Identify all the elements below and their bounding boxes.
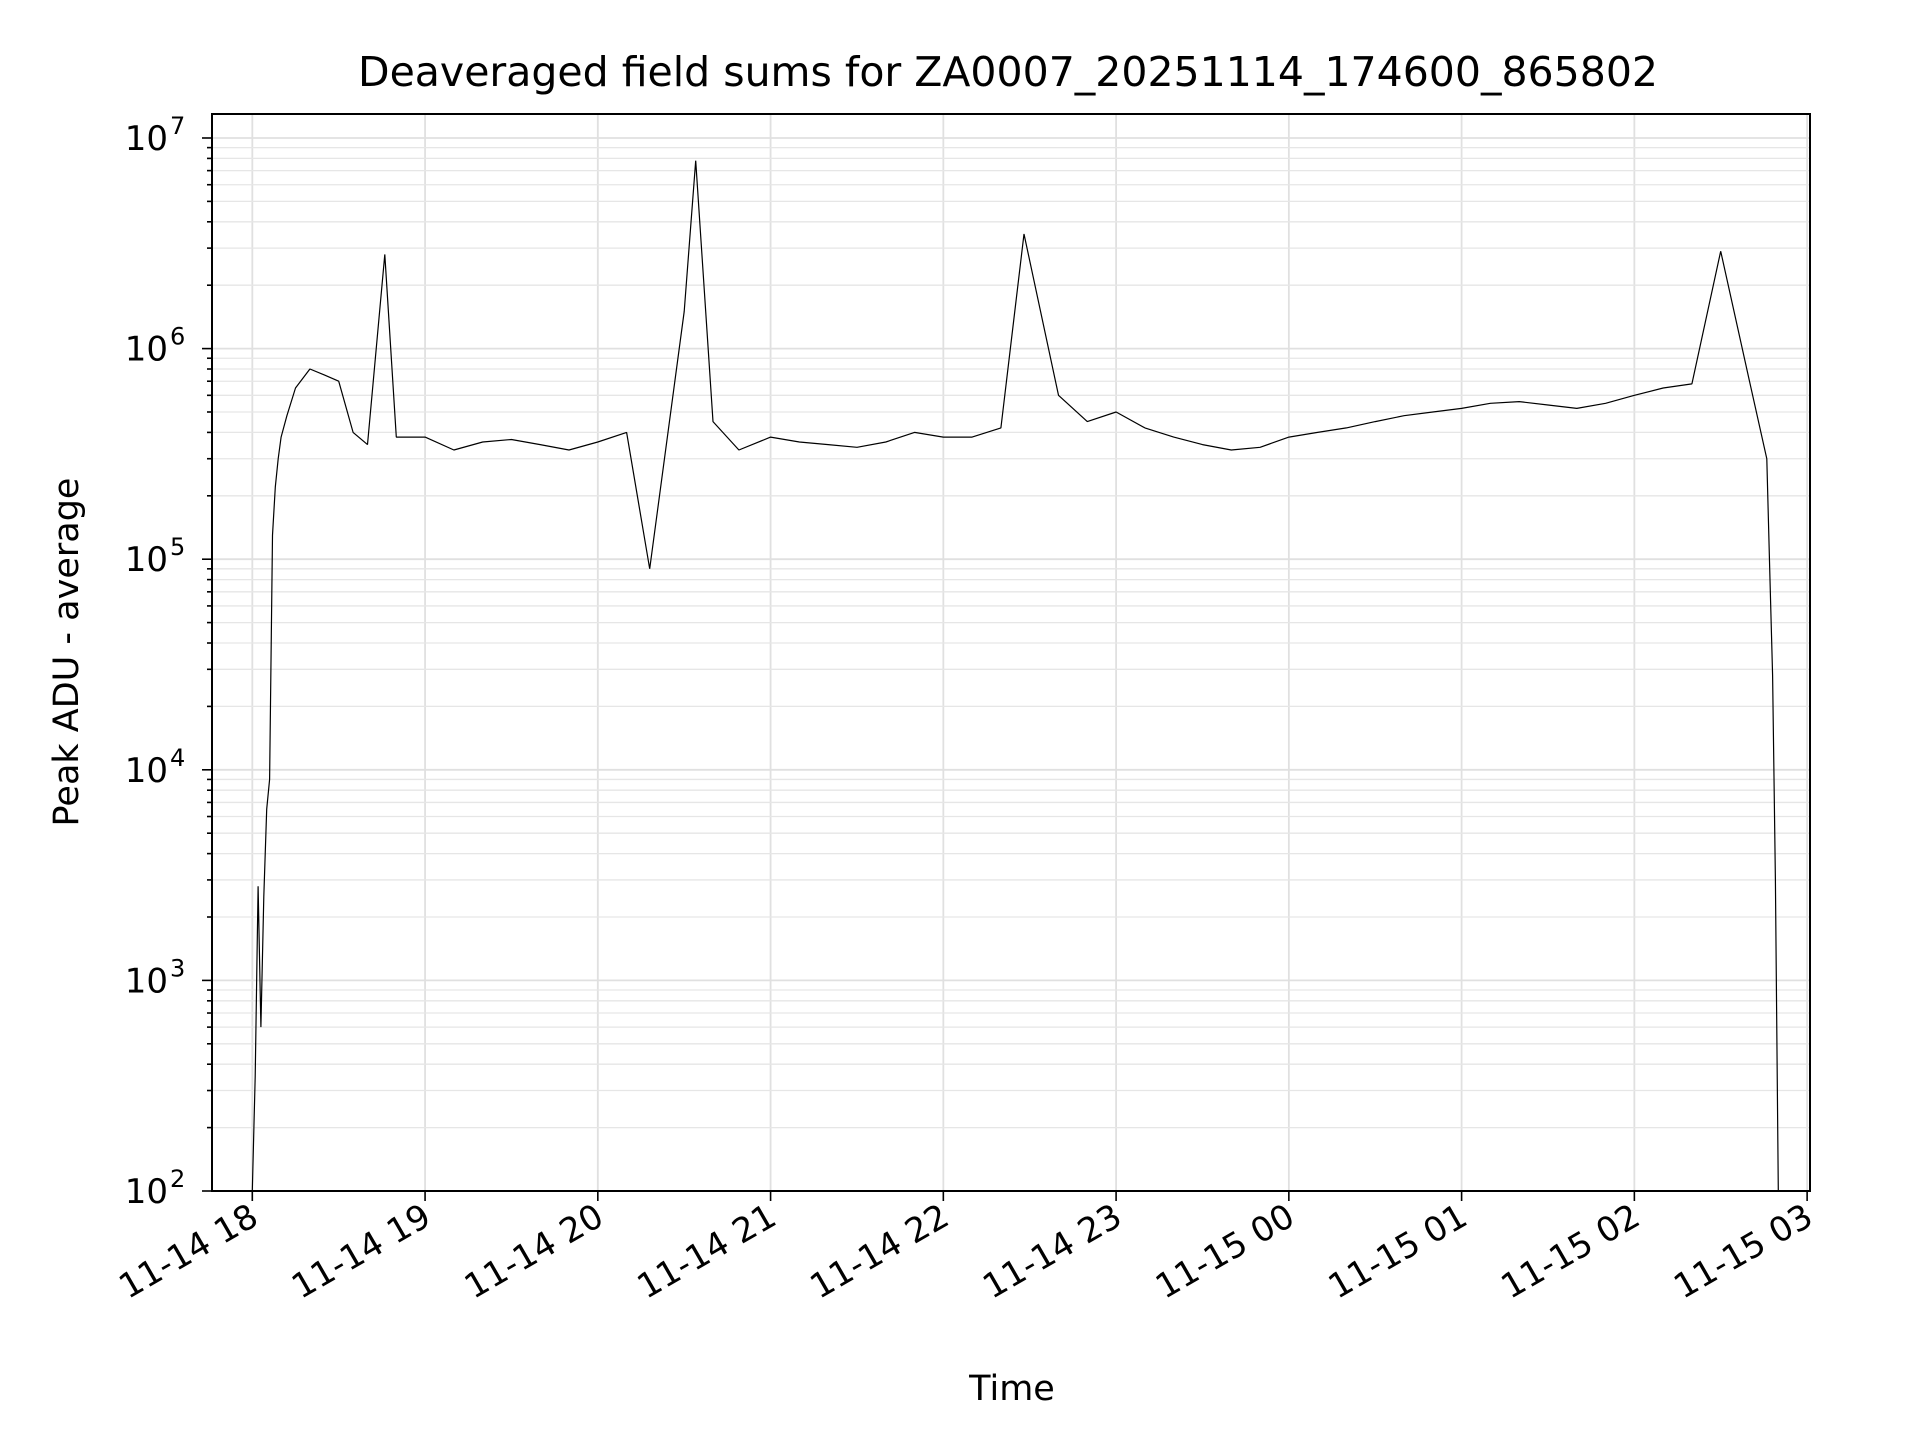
y-tick-exponent: 7	[170, 112, 185, 140]
x-tick-label: 11-15 01	[1322, 1196, 1474, 1307]
x-tick-label: 11-14 22	[803, 1196, 955, 1307]
y-tick-label: 10	[125, 1172, 168, 1212]
y-tick-exponent: 2	[170, 1165, 185, 1193]
plot-frame	[211, 113, 1811, 1192]
x-tick-label: 11-15 03	[1667, 1196, 1819, 1307]
y-tick-label: 10	[125, 751, 168, 791]
x-tick-label: 11-14 21	[631, 1196, 783, 1307]
y-tick-exponent: 4	[170, 744, 185, 772]
y-tick-exponent: 5	[170, 533, 185, 561]
x-tick-label: 11-14 18	[112, 1196, 264, 1307]
grid	[212, 114, 1810, 1192]
x-tick-label: 11-15 02	[1494, 1196, 1646, 1307]
y-tick-label: 10	[125, 961, 168, 1001]
series-line	[251, 160, 1779, 1192]
x-tick-label: 11-15 00	[1149, 1196, 1301, 1307]
x-axis: 11-14 18 11-14 19 11-14 20 11-14 21 11-14 22…	[112, 1191, 1820, 1307]
x-tick-label: 11-14 20	[458, 1196, 610, 1307]
y-tick-exponent: 3	[170, 954, 185, 982]
y-tick-label: 10	[125, 540, 168, 580]
y-tick-exponent: 6	[170, 323, 185, 351]
x-tick-label: 11-14 23	[976, 1196, 1128, 1307]
x-tick-label: 11-14 19	[285, 1196, 437, 1307]
y-axis-label: Peak ADU - average	[47, 478, 87, 827]
y-tick-label: 10	[125, 330, 168, 370]
x-axis-label: Time	[968, 1369, 1055, 1409]
chart-title: Deaveraged field sums for ZA0007_2025111…	[358, 48, 1658, 96]
y-tick-label: 10	[125, 119, 168, 159]
